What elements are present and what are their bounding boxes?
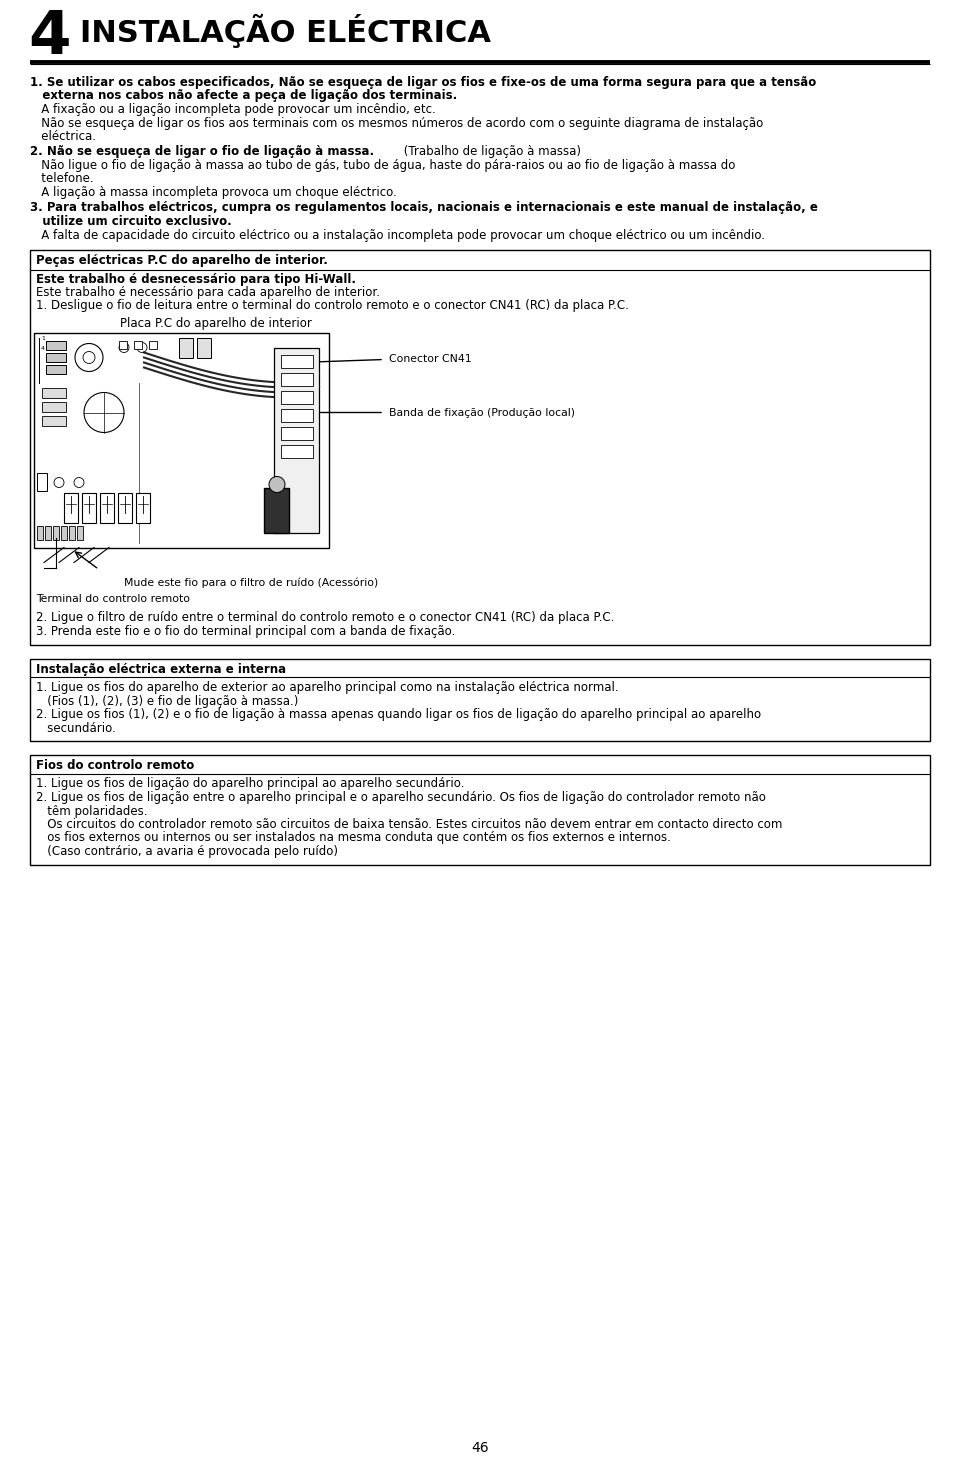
Text: 4: 4 xyxy=(41,346,45,351)
Text: eléctrica.: eléctrica. xyxy=(30,130,96,144)
Text: A fixação ou a ligação incompleta pode provocar um incêndio, etc.: A fixação ou a ligação incompleta pode p… xyxy=(30,104,436,115)
Text: 2. Não se esqueça de ligar o fio de ligação à massa.: 2. Não se esqueça de ligar o fio de liga… xyxy=(30,145,374,158)
Text: Peças eléctricas P.C do aparelho de interior.: Peças eléctricas P.C do aparelho de inte… xyxy=(36,255,328,266)
Bar xyxy=(281,426,313,440)
Text: 1. Se utilizar os cabos especificados, Não se esqueça de ligar os fios e fixe-os: 1. Se utilizar os cabos especificados, N… xyxy=(30,75,816,89)
Bar xyxy=(34,333,329,548)
Text: utilize um circuito exclusivo.: utilize um circuito exclusivo. xyxy=(30,215,231,228)
Bar xyxy=(136,493,150,522)
Bar xyxy=(179,337,193,358)
Bar xyxy=(119,340,127,348)
Text: 3. Prenda este fio e o fio do terminal principal com a banda de fixação.: 3. Prenda este fio e o fio do terminal p… xyxy=(36,625,455,638)
Text: Terminal do controlo remoto: Terminal do controlo remoto xyxy=(36,593,190,604)
Bar xyxy=(134,340,142,348)
Text: (Trabalho de ligação à massa): (Trabalho de ligação à massa) xyxy=(400,145,581,158)
Text: Não ligue o fio de ligação à massa ao tubo de gás, tubo de água, haste do pára-r: Não ligue o fio de ligação à massa ao tu… xyxy=(30,158,735,172)
Text: Instalação eléctrica externa e interna: Instalação eléctrica externa e interna xyxy=(36,663,286,675)
Text: 1. Ligue os fios do aparelho de exterior ao aparelho principal como na instalaçã: 1. Ligue os fios do aparelho de exterior… xyxy=(36,681,618,694)
Bar xyxy=(264,487,289,533)
Bar xyxy=(30,755,930,864)
Bar xyxy=(118,493,132,522)
Bar xyxy=(42,388,66,398)
Text: INSTALAÇÃO ELÉCTRICA: INSTALAÇÃO ELÉCTRICA xyxy=(80,13,491,49)
Text: 1: 1 xyxy=(41,336,45,342)
Text: Este trabalho é necessário para cada aparelho de interior.: Este trabalho é necessário para cada apa… xyxy=(36,286,380,299)
Bar xyxy=(69,525,75,540)
Circle shape xyxy=(83,351,95,364)
Bar xyxy=(64,493,78,522)
Circle shape xyxy=(137,342,147,352)
Text: Fios do controlo remoto: Fios do controlo remoto xyxy=(36,759,194,773)
Text: (Fios (1), (2), (3) e fio de ligação à massa.): (Fios (1), (2), (3) e fio de ligação à m… xyxy=(36,694,299,707)
Bar xyxy=(82,493,96,522)
Text: 2. Ligue os fios de ligação entre o aparelho principal e o aparelho secundário. : 2. Ligue os fios de ligação entre o apar… xyxy=(36,790,766,804)
Bar xyxy=(281,355,313,367)
Circle shape xyxy=(75,343,103,371)
Bar xyxy=(46,364,66,373)
Circle shape xyxy=(119,342,129,352)
Text: Banda de fixação (Produção local): Banda de fixação (Produção local) xyxy=(389,407,575,417)
Text: Mude este fio para o filtro de ruído (Acessório): Mude este fio para o filtro de ruído (Ac… xyxy=(124,577,378,588)
Text: 2. Ligue os fios (1), (2) e o fio de ligação à massa apenas quando ligar os fios: 2. Ligue os fios (1), (2) e o fio de lig… xyxy=(36,707,761,721)
Text: 2. Ligue o filtro de ruído entre o terminal do controlo remoto e o conector CN41: 2. Ligue o filtro de ruído entre o termi… xyxy=(36,611,614,625)
Text: A ligação à massa incompleta provoca um choque eléctrico.: A ligação à massa incompleta provoca um … xyxy=(30,186,396,198)
Text: telefone.: telefone. xyxy=(30,173,94,185)
Text: Conector CN41: Conector CN41 xyxy=(389,355,471,364)
Text: Os circuitos do controlador remoto são circuitos de baixa tensão. Estes circuito: Os circuitos do controlador remoto são c… xyxy=(36,818,782,830)
Bar xyxy=(77,525,83,540)
Bar xyxy=(281,391,313,404)
Circle shape xyxy=(74,478,84,487)
Text: 3. Para trabalhos eléctricos, cumpra os regulamentos locais, nacionais e interna: 3. Para trabalhos eléctricos, cumpra os … xyxy=(30,201,818,215)
Text: Placa P.C do aparelho de interior: Placa P.C do aparelho de interior xyxy=(120,317,312,330)
Text: 1. Ligue os fios de ligação do aparelho principal ao aparelho secundário.: 1. Ligue os fios de ligação do aparelho … xyxy=(36,777,465,790)
Text: têm polaridades.: têm polaridades. xyxy=(36,805,148,817)
Text: secundário.: secundário. xyxy=(36,721,116,734)
Text: Este trabalho é desnecessário para tipo Hi-Wall.: Este trabalho é desnecessário para tipo … xyxy=(36,272,356,286)
Text: os fios externos ou internos ou ser instalados na mesma conduta que contém os fi: os fios externos ou internos ou ser inst… xyxy=(36,832,671,845)
Bar xyxy=(53,525,59,540)
Text: 46: 46 xyxy=(471,1442,489,1455)
Bar xyxy=(149,340,157,348)
Bar xyxy=(100,493,114,522)
Text: externa nos cabos não afecte a peça de ligação dos terminais.: externa nos cabos não afecte a peça de l… xyxy=(30,89,457,102)
Circle shape xyxy=(84,392,124,432)
Bar xyxy=(281,444,313,457)
Bar xyxy=(274,348,319,533)
Circle shape xyxy=(54,478,64,487)
Bar xyxy=(42,401,66,411)
Bar xyxy=(30,659,930,741)
Text: 1. Desligue o fio de leitura entre o terminal do controlo remoto e o conector CN: 1. Desligue o fio de leitura entre o ter… xyxy=(36,299,629,312)
Bar xyxy=(61,525,67,540)
Bar xyxy=(46,340,66,349)
Text: 4: 4 xyxy=(28,7,70,67)
Text: (Caso contrário, a avaria é provocada pelo ruído): (Caso contrário, a avaria é provocada pe… xyxy=(36,845,338,858)
Bar xyxy=(197,337,211,358)
Bar xyxy=(37,525,43,540)
Bar xyxy=(281,373,313,385)
Text: Não se esqueça de ligar os fios aos terminais com os mesmos números de acordo co: Não se esqueça de ligar os fios aos term… xyxy=(30,117,763,129)
Bar xyxy=(45,525,51,540)
Bar xyxy=(46,352,66,361)
Bar xyxy=(30,250,930,644)
Bar xyxy=(281,408,313,422)
Bar xyxy=(37,472,47,490)
Circle shape xyxy=(269,477,285,493)
Bar xyxy=(42,416,66,426)
Text: A falta de capacidade do circuito eléctrico ou a instalação incompleta pode prov: A falta de capacidade do circuito eléctr… xyxy=(30,228,765,241)
